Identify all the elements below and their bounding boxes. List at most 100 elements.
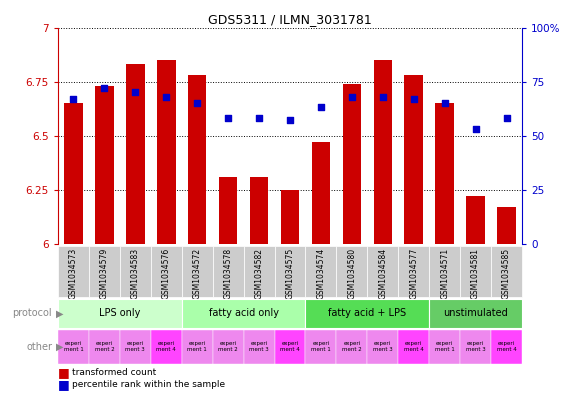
Bar <box>213 330 244 364</box>
Bar <box>182 246 213 297</box>
Text: experi
ment 1: experi ment 1 <box>311 342 331 352</box>
Text: unstimulated: unstimulated <box>443 309 508 318</box>
Text: fatty acid + LPS: fatty acid + LPS <box>328 309 407 318</box>
Text: other: other <box>26 342 52 352</box>
Point <box>100 85 109 91</box>
Text: ■: ■ <box>58 366 70 379</box>
Bar <box>219 176 237 244</box>
Text: experi
ment 3: experi ment 3 <box>373 342 393 352</box>
Text: GSM1034583: GSM1034583 <box>131 248 140 299</box>
Text: experi
ment 3: experi ment 3 <box>249 342 269 352</box>
Text: experi
ment 1: experi ment 1 <box>435 342 455 352</box>
Bar <box>274 330 306 364</box>
Point <box>409 95 418 102</box>
Bar <box>398 246 429 297</box>
Text: percentile rank within the sample: percentile rank within the sample <box>72 380 226 389</box>
Text: GSM1034572: GSM1034572 <box>193 248 202 299</box>
Bar <box>306 246 336 297</box>
Text: LPS only: LPS only <box>99 309 140 318</box>
Text: GSM1034585: GSM1034585 <box>502 248 511 299</box>
Text: experi
ment 4: experi ment 4 <box>157 342 176 352</box>
Text: ■: ■ <box>58 378 70 391</box>
Point <box>193 100 202 106</box>
Title: GDS5311 / ILMN_3031781: GDS5311 / ILMN_3031781 <box>208 13 372 26</box>
Point <box>378 94 387 100</box>
Point <box>502 115 511 121</box>
Text: GSM1034578: GSM1034578 <box>224 248 233 299</box>
Text: experi
ment 3: experi ment 3 <box>466 342 485 352</box>
Text: experi
ment 4: experi ment 4 <box>404 342 423 352</box>
Bar <box>491 246 522 297</box>
Bar <box>58 299 182 328</box>
Bar <box>336 330 367 364</box>
Text: GSM1034582: GSM1034582 <box>255 248 263 299</box>
Text: GSM1034576: GSM1034576 <box>162 248 171 299</box>
Text: GSM1034571: GSM1034571 <box>440 248 449 299</box>
Bar <box>429 246 460 297</box>
Text: experi
ment 2: experi ment 2 <box>342 342 362 352</box>
Bar <box>89 330 120 364</box>
Bar <box>436 103 454 244</box>
Bar <box>250 176 269 244</box>
Bar <box>343 84 361 244</box>
Bar <box>274 246 306 297</box>
Bar <box>311 142 330 244</box>
Point <box>471 126 480 132</box>
Text: experi
ment 2: experi ment 2 <box>95 342 114 352</box>
Bar <box>429 299 522 328</box>
Bar <box>460 330 491 364</box>
Bar <box>460 246 491 297</box>
Point <box>285 117 295 123</box>
Bar <box>404 75 423 244</box>
Point <box>162 94 171 100</box>
Bar <box>429 330 460 364</box>
Bar <box>64 103 83 244</box>
Bar <box>466 196 485 244</box>
Point <box>316 104 325 110</box>
Bar <box>182 299 306 328</box>
Text: experi
ment 2: experi ment 2 <box>218 342 238 352</box>
Text: GSM1034574: GSM1034574 <box>317 248 325 299</box>
Bar <box>188 75 206 244</box>
Bar <box>244 330 274 364</box>
Bar <box>398 330 429 364</box>
Text: experi
ment 1: experi ment 1 <box>64 342 84 352</box>
Bar <box>126 64 144 244</box>
Bar <box>336 246 367 297</box>
Point <box>130 89 140 95</box>
Bar <box>244 246 274 297</box>
Text: fatty acid only: fatty acid only <box>209 309 278 318</box>
Text: ▶: ▶ <box>56 342 64 352</box>
Bar <box>89 246 120 297</box>
Bar <box>306 330 336 364</box>
Text: experi
ment 4: experi ment 4 <box>496 342 516 352</box>
Bar <box>58 246 89 297</box>
Bar <box>306 299 429 328</box>
Point <box>347 94 357 100</box>
Bar <box>58 330 89 364</box>
Text: GSM1034577: GSM1034577 <box>409 248 418 299</box>
Bar <box>213 246 244 297</box>
Text: transformed count: transformed count <box>72 368 157 377</box>
Text: experi
ment 4: experi ment 4 <box>280 342 300 352</box>
Point <box>255 115 264 121</box>
Bar <box>374 60 392 244</box>
Text: GSM1034584: GSM1034584 <box>378 248 387 299</box>
Text: GSM1034580: GSM1034580 <box>347 248 356 299</box>
Bar <box>497 207 516 244</box>
Bar <box>95 86 114 244</box>
Bar <box>151 246 182 297</box>
Bar <box>182 330 213 364</box>
Point <box>440 100 450 106</box>
Bar <box>367 246 398 297</box>
Text: protocol: protocol <box>13 309 52 318</box>
Point <box>223 115 233 121</box>
Text: experi
ment 1: experi ment 1 <box>187 342 207 352</box>
Text: experi
ment 3: experi ment 3 <box>125 342 145 352</box>
Text: GSM1034573: GSM1034573 <box>69 248 78 299</box>
Bar <box>281 189 299 244</box>
Point <box>69 95 78 102</box>
Text: GSM1034579: GSM1034579 <box>100 248 109 299</box>
Text: ▶: ▶ <box>56 309 64 318</box>
Bar <box>120 330 151 364</box>
